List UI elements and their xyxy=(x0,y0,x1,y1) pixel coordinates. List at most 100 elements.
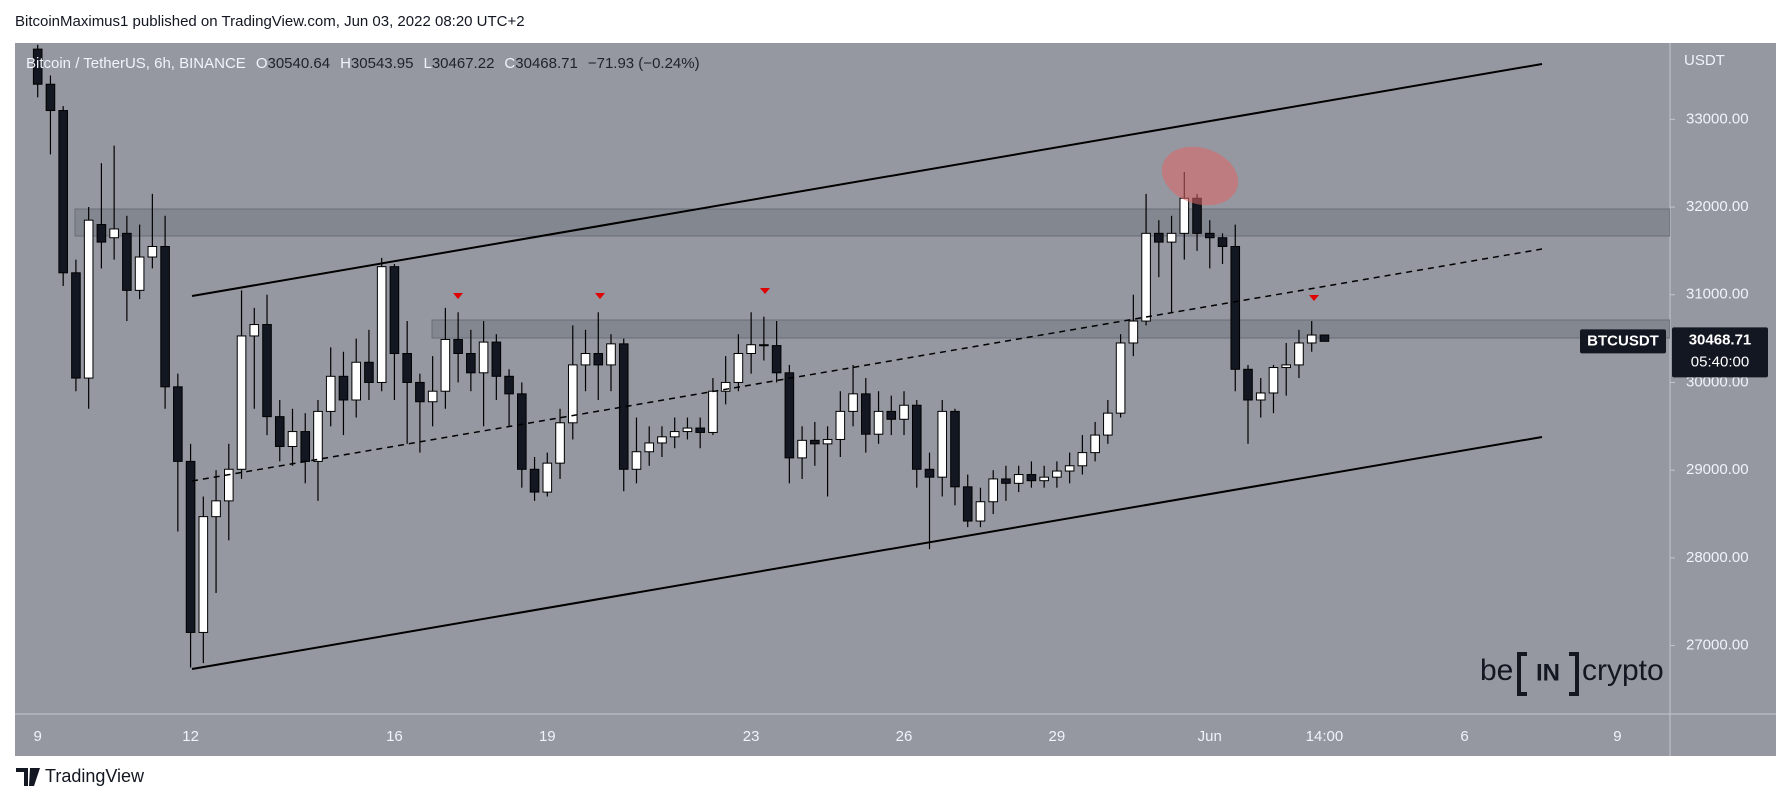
candle-body xyxy=(1026,474,1037,482)
candle-body xyxy=(453,338,463,355)
legend-ohlc-value: 30540.64 xyxy=(268,55,331,72)
x-tick-label: 9 xyxy=(34,728,42,745)
x-tick-label: 6 xyxy=(1460,728,1468,745)
candle-body xyxy=(32,48,43,85)
x-tick-label: 23 xyxy=(743,728,760,745)
candle-body xyxy=(274,416,285,447)
legend-ohlc-value: 30468.71 xyxy=(515,55,578,72)
watermark: be IN crypto xyxy=(1480,652,1664,696)
candle-body xyxy=(478,341,489,374)
candle-body xyxy=(567,364,578,424)
channel-lower xyxy=(191,436,1543,670)
y-tick-label: 33000.00 xyxy=(1686,110,1749,127)
zones xyxy=(74,208,1670,339)
candle-body xyxy=(1268,367,1279,394)
candle-body xyxy=(1294,342,1304,366)
resistance-zone xyxy=(74,208,1670,237)
publish-header: BitcoinMaximus1 published on TradingView… xyxy=(15,13,525,30)
candle-body xyxy=(669,431,680,438)
candle-body xyxy=(224,468,234,502)
x-tick-label: 14:00 xyxy=(1306,728,1344,745)
candle-body xyxy=(835,410,846,440)
candle-body xyxy=(504,375,514,395)
candle-body xyxy=(325,375,336,412)
watermark-text: be xyxy=(1480,654,1513,687)
y-tick-label: 28000.00 xyxy=(1686,549,1749,566)
candle-body xyxy=(1001,478,1011,484)
candle-body xyxy=(644,442,655,453)
candle-body xyxy=(338,375,349,401)
x-tick-label: 29 xyxy=(1049,728,1066,745)
candle-body xyxy=(911,404,922,470)
candle-body xyxy=(542,462,553,493)
candle-body xyxy=(300,431,311,462)
candle-body xyxy=(1077,452,1088,467)
candle-body xyxy=(211,500,221,518)
candle-body xyxy=(720,381,731,392)
candle-body xyxy=(1255,392,1266,401)
candle-body xyxy=(529,468,540,493)
candle-body xyxy=(262,324,272,418)
candle-body xyxy=(682,427,693,433)
resistance-zone xyxy=(431,319,1670,339)
watermark-text: IN xyxy=(1536,659,1560,686)
candle-body xyxy=(134,256,145,291)
candles xyxy=(32,44,1330,668)
candle-body xyxy=(1052,470,1062,478)
candle-body xyxy=(822,438,833,445)
footer: TradingView xyxy=(16,766,145,786)
candle-body xyxy=(733,353,744,383)
candle-body xyxy=(1115,342,1126,414)
drawings xyxy=(191,63,1543,670)
y-tick-label: 27000.00 xyxy=(1686,637,1749,654)
candle-body xyxy=(861,393,871,435)
candle-body xyxy=(517,393,527,470)
x-tick-label: 16 xyxy=(386,728,403,745)
candle-body xyxy=(122,232,132,291)
candle-body xyxy=(873,410,884,435)
rejection-marker xyxy=(1309,295,1319,301)
candle-body xyxy=(415,381,425,403)
rejection-marker xyxy=(595,293,605,299)
candle-body xyxy=(759,344,769,347)
candle-body xyxy=(708,390,718,433)
candle-body xyxy=(1179,197,1190,234)
candle-body xyxy=(975,501,986,522)
candle-body xyxy=(364,361,374,383)
price-unit: USDT xyxy=(1684,52,1725,69)
candle-body xyxy=(1013,474,1024,484)
candle-body xyxy=(1166,232,1177,243)
candle-body xyxy=(198,516,209,633)
symbol-tag xyxy=(1580,329,1666,354)
candle-body xyxy=(771,345,782,374)
rejection-marker xyxy=(760,288,770,294)
candle-body xyxy=(83,219,94,379)
legend-ohlc-label: C xyxy=(504,55,515,72)
candle-body xyxy=(593,353,604,366)
y-tick-label: 31000.00 xyxy=(1686,286,1749,303)
candle-body xyxy=(440,338,451,392)
chart-background xyxy=(15,43,1776,756)
channel-upper xyxy=(191,63,1543,297)
candle-body xyxy=(950,410,960,488)
candle-body xyxy=(1319,334,1330,342)
candle-body xyxy=(185,460,196,633)
candle-body xyxy=(1230,245,1241,370)
candle-body xyxy=(427,390,438,403)
candle-body xyxy=(1090,434,1100,454)
candle-body xyxy=(1217,237,1228,247)
candle-body xyxy=(810,439,820,445)
x-tick-label: 12 xyxy=(182,728,199,745)
candle-body xyxy=(249,324,260,337)
y-tick-label: 30000.00 xyxy=(1686,373,1749,390)
candle-body xyxy=(236,335,247,470)
candle-body xyxy=(988,478,999,503)
x-tick-label: 26 xyxy=(896,728,913,745)
candle-body xyxy=(1281,364,1292,369)
candle-body xyxy=(555,422,565,464)
candle-body xyxy=(1103,412,1113,436)
candle-body xyxy=(147,245,158,258)
candle-body xyxy=(1039,476,1049,482)
candle-body xyxy=(631,451,642,470)
